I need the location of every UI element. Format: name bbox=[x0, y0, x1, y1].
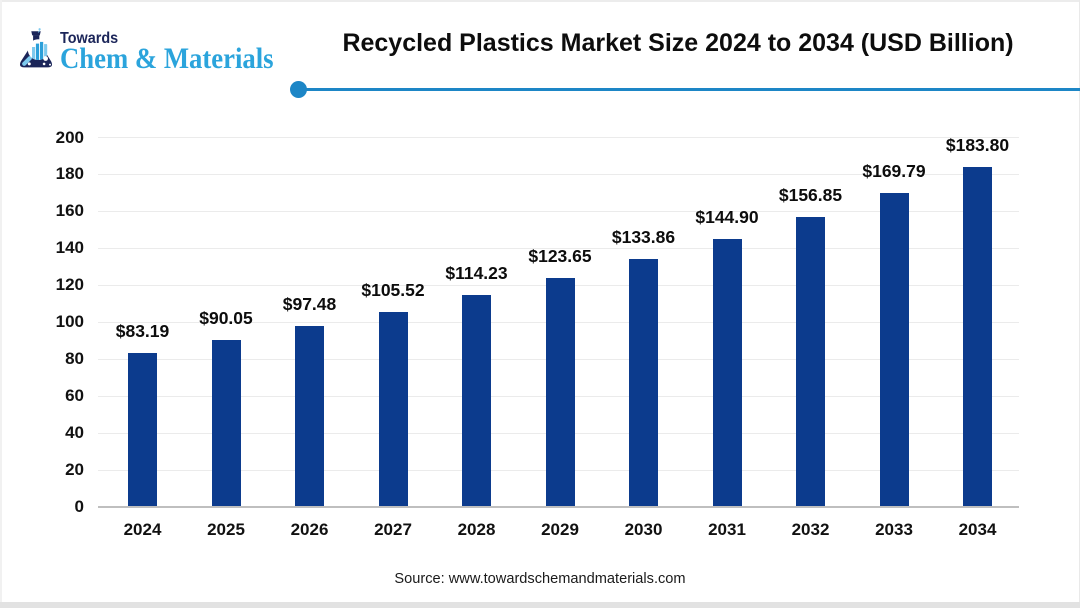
bar-2033 bbox=[879, 192, 909, 507]
gridline-y140 bbox=[98, 248, 1019, 249]
x-axis-tick-label-2024: 2024 bbox=[123, 520, 162, 539]
y-axis-tick-label-120: 120 bbox=[55, 275, 84, 295]
bar-value-label-2027: $105.52 bbox=[361, 279, 425, 300]
brand-name-towards: Towards bbox=[60, 30, 119, 47]
gridline-y200 bbox=[98, 137, 1019, 138]
x-axis-tick-label-2031: 2031 bbox=[708, 520, 746, 539]
y-axis-tick-label-40: 40 bbox=[65, 423, 84, 443]
bar-2028 bbox=[462, 295, 491, 507]
bar-value-label-2032: $156.85 bbox=[778, 184, 843, 205]
x-axis-tick-label-2033: 2033 bbox=[875, 520, 913, 539]
x-axis-tick-label-2025: 2025 bbox=[207, 520, 245, 539]
bar-value-label-2026: $97.48 bbox=[282, 294, 337, 315]
y-axis-tick-label-160: 160 bbox=[55, 201, 84, 221]
bottom-band bbox=[0, 602, 1080, 608]
page-left-edge bbox=[0, 0, 2, 608]
chart-title: Recycled Plastics Market Size 2024 to 20… bbox=[342, 29, 1014, 57]
y-axis-tick-label-0: 0 bbox=[74, 497, 84, 516]
accent-divider bbox=[289, 80, 1080, 98]
y-axis-tick-label-140: 140 bbox=[55, 238, 84, 258]
bar-value-label-2033: $169.79 bbox=[862, 160, 926, 181]
bar-2027 bbox=[378, 311, 408, 507]
x-axis-tick-label-2030: 2030 bbox=[624, 520, 663, 539]
x-axis-tick-label-2032: 2032 bbox=[791, 520, 830, 539]
y-axis-tick-label-100: 100 bbox=[55, 312, 84, 332]
bar-2034 bbox=[963, 166, 992, 507]
bar-2025 bbox=[211, 340, 241, 507]
bar-2024 bbox=[128, 352, 157, 507]
bar-value-label-2034: $183.80 bbox=[945, 134, 1010, 155]
page-top-edge bbox=[0, 0, 1080, 2]
y-axis-tick-label-200: 200 bbox=[55, 127, 84, 147]
gridline-y180 bbox=[98, 174, 1019, 175]
x-axis-tick-label-2029: 2029 bbox=[541, 520, 579, 539]
source-text: Source: www.towardschemandmaterials.com bbox=[394, 571, 686, 587]
bar-2026 bbox=[295, 326, 324, 507]
bar-value-label-2031: $144.90 bbox=[695, 206, 759, 227]
bar-value-label-2025: $90.05 bbox=[199, 308, 253, 329]
bar-2031 bbox=[712, 238, 742, 507]
brand-name-chem-materials: Chem & Materials bbox=[59, 41, 274, 75]
bar-2032 bbox=[796, 216, 825, 507]
bar-value-label-2030: $133.86 bbox=[611, 227, 676, 248]
x-axis-tick-label-2034: 2034 bbox=[958, 520, 997, 539]
x-axis-tick-label-2027: 2027 bbox=[374, 520, 412, 539]
y-axis-tick-label-80: 80 bbox=[65, 349, 84, 369]
accent-dot bbox=[289, 80, 307, 98]
y-axis-tick-label-60: 60 bbox=[65, 386, 84, 406]
bar-value-label-2028: $114.23 bbox=[445, 263, 508, 284]
x-axis-line bbox=[98, 506, 1019, 508]
bar-value-label-2024: $83.19 bbox=[115, 320, 170, 341]
x-axis-tick-label-2028: 2028 bbox=[457, 520, 496, 539]
gridline-y160 bbox=[98, 211, 1019, 212]
bar-value-label-2029: $123.65 bbox=[528, 246, 592, 267]
y-axis-tick-label-180: 180 bbox=[55, 164, 84, 184]
bar-2029 bbox=[545, 278, 575, 507]
x-axis-tick-label-2026: 2026 bbox=[290, 520, 329, 539]
y-axis-tick-label-20: 20 bbox=[65, 460, 84, 480]
bar-2030 bbox=[629, 259, 658, 507]
flask-icon bbox=[19, 28, 53, 68]
